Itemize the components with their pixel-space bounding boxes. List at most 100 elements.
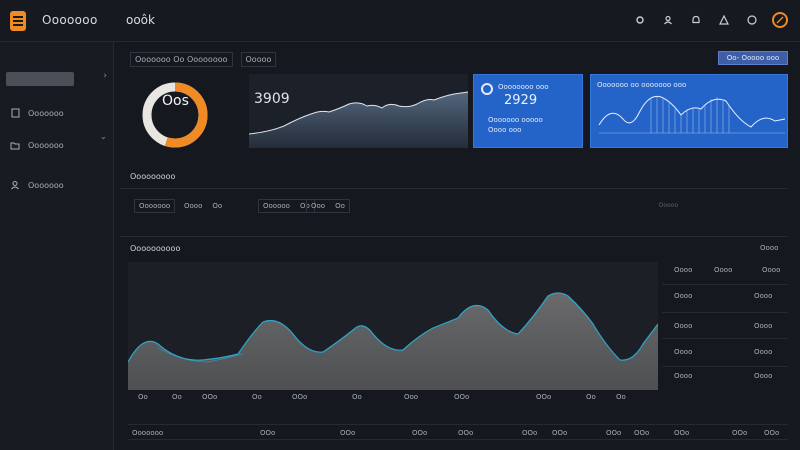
breadcrumb: Ooooooo Oo Oooooooo Ooooo xyxy=(130,52,277,67)
alert-icon[interactable] xyxy=(716,12,732,28)
area-chart-panel xyxy=(127,262,659,390)
card-title: Oooooooo ooo xyxy=(498,83,549,91)
filter-label: Oooooo xyxy=(263,202,290,210)
person-icon xyxy=(10,180,20,190)
chevron-down-icon[interactable]: ⌄ xyxy=(100,132,107,141)
folder-icon xyxy=(10,140,20,150)
filter-label: Oooo xyxy=(184,202,203,210)
breadcrumb-item[interactable]: Ooooooo Oo Oooooooo xyxy=(130,52,233,67)
divider xyxy=(120,188,788,189)
filters-title: Ooooooooo xyxy=(130,172,176,181)
divider xyxy=(662,284,788,285)
area-line xyxy=(127,292,659,363)
table-cell: Oooo xyxy=(674,372,693,380)
x-tick: Oo xyxy=(252,393,262,401)
blue-wave-chart xyxy=(598,95,786,134)
help-icon[interactable] xyxy=(744,12,760,28)
sparkline-card[interactable] xyxy=(248,74,469,148)
ring-label: Oos xyxy=(162,93,189,109)
footer-cell: OOo xyxy=(674,429,690,437)
sidebar-item-label: Ooooooo xyxy=(28,180,64,190)
x-tick: Oo xyxy=(616,393,626,401)
filter-chip[interactable]: Ooo Oo xyxy=(306,199,350,213)
column-header[interactable]: Oooo xyxy=(714,266,733,274)
x-tick: OOo xyxy=(292,393,308,401)
filter-label: Ooo xyxy=(311,202,326,210)
sidebar-item-label: Ooooooo xyxy=(28,140,64,150)
table-row[interactable]: Oooo Oooo xyxy=(662,348,788,360)
table-cell: Oooo xyxy=(674,322,693,330)
x-tick: Oo xyxy=(586,393,596,401)
table-cell: Oooo xyxy=(754,322,773,330)
card-title: Ooooooo oo ooooooo ooo xyxy=(597,81,687,89)
blue-kpi-card-a[interactable]: Oooooooo ooo 2929 Ooooooo ooooo Oooo ooo xyxy=(473,74,583,148)
divider xyxy=(120,236,788,237)
page-tag[interactable]: ooôk xyxy=(126,13,155,27)
x-axis: Oo Oo OOo Oo OOo Oo Ooo OOo OOo Oo Oo xyxy=(128,393,658,403)
x-tick: OOo xyxy=(536,393,552,401)
area-chart xyxy=(127,292,659,390)
footer-cell: OOo xyxy=(552,429,568,437)
card-value: 2929 xyxy=(504,93,538,108)
bell-icon[interactable] xyxy=(688,12,704,28)
filter-chip[interactable]: Oooooo Oo xyxy=(258,199,315,213)
footer-table-row[interactable]: Ooooooo OOo OOo OOo OOo OOo OOo OOo OOo … xyxy=(128,424,788,440)
filter-chip[interactable]: Oooo Oo xyxy=(180,199,226,213)
footer-cell: OOo xyxy=(764,429,780,437)
table-row[interactable]: Oooo Oooo xyxy=(662,292,788,304)
side-table: Oooo Oooo Oooo Oooo Oooo Oooo Oooo Oooo … xyxy=(662,262,788,390)
breadcrumb-item[interactable]: Ooooo xyxy=(240,52,277,67)
chevron-right-icon[interactable]: › xyxy=(103,71,107,81)
x-tick: OOo xyxy=(454,393,470,401)
divider xyxy=(662,338,788,339)
x-tick: Ooo xyxy=(404,393,419,401)
document-icon xyxy=(10,108,20,118)
footer-cell: OOo xyxy=(340,429,356,437)
ring-kpi xyxy=(140,80,210,150)
chart-right-label[interactable]: Oooo xyxy=(760,244,779,252)
table-row[interactable]: Oooo Oooo xyxy=(662,322,788,334)
table-cell: Oooo xyxy=(754,372,773,380)
footer-cell: OOo xyxy=(458,429,474,437)
column-header[interactable]: Oooo xyxy=(674,266,693,274)
table-cell: Oooo xyxy=(754,348,773,356)
filter-label: Ooooooo xyxy=(139,202,171,210)
sidebar-search-input[interactable] xyxy=(6,72,74,86)
footer-cell: OOo xyxy=(522,429,538,437)
circle-icon xyxy=(481,83,493,95)
app-name: Ooooooo xyxy=(42,13,98,27)
app-logo-icon[interactable] xyxy=(10,11,26,31)
sidebar-item-label: Ooooooo xyxy=(28,108,64,118)
footer-cell: OOo xyxy=(606,429,622,437)
top-icons xyxy=(632,12,788,28)
table-cell: Oooo xyxy=(674,348,693,356)
filter-chip[interactable]: Ooooooo xyxy=(134,199,176,213)
top-action-button[interactable]: Oo- Ooooo ooo xyxy=(718,51,788,65)
table-header: Oooo Oooo Oooo xyxy=(662,266,788,278)
ring-chart xyxy=(142,82,208,148)
sidebar-item-2[interactable]: Ooooooo xyxy=(10,140,64,150)
sidebar-item-3[interactable]: Ooooooo xyxy=(10,180,64,190)
divider xyxy=(662,312,788,313)
column-header[interactable]: Oooo xyxy=(762,266,781,274)
footer-cell: Ooooooo xyxy=(132,429,164,437)
avatar[interactable] xyxy=(772,12,788,28)
footer-cell: OOo xyxy=(732,429,748,437)
table-row[interactable]: Oooo Oooo xyxy=(662,372,788,384)
table-cell: Oooo xyxy=(754,292,773,300)
x-tick: Oo xyxy=(172,393,182,401)
user-icon[interactable] xyxy=(660,12,676,28)
top-bar: Ooooooo ooôk xyxy=(0,0,800,42)
chart-title: Oooooooooo xyxy=(130,244,181,253)
footer-cell: OOo xyxy=(634,429,650,437)
sparkline-value: 3909 xyxy=(254,91,290,107)
sidebar-item-1[interactable]: Ooooooo xyxy=(10,108,64,118)
ring-progress xyxy=(142,82,208,148)
settings-icon[interactable] xyxy=(632,12,648,28)
footer-cell: OOo xyxy=(412,429,428,437)
divider xyxy=(662,366,788,367)
x-tick: OOo xyxy=(202,393,218,401)
filter-value: Oo xyxy=(335,202,345,210)
filter-row: Ooooooo Oooo Oo Oooooo Oo Ooo Oo Ooooo xyxy=(130,196,788,216)
blue-kpi-card-b[interactable]: Ooooooo oo ooooooo ooo xyxy=(590,74,788,148)
